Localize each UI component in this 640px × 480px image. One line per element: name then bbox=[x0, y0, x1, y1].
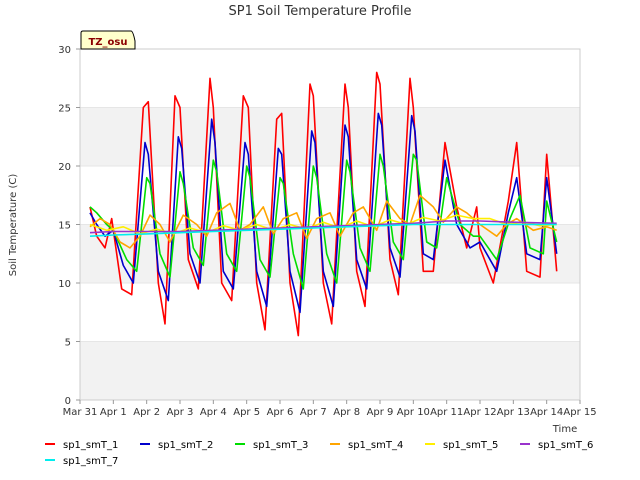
x-axis-label: Time bbox=[552, 424, 577, 435]
x-tick-label: Apr 7 bbox=[300, 407, 327, 418]
series-line-sp1_smT_2 bbox=[89, 112, 558, 314]
x-tick-label: Apr 14 bbox=[530, 407, 563, 418]
legend: sp1_smT_1 sp1_smT_2 sp1_smT_3 sp1_smT_4 sp1_… bbox=[45, 440, 593, 467]
x-tick-label: Apr 9 bbox=[367, 407, 394, 418]
y-axis-label: Soil Temperature (C) bbox=[8, 174, 19, 277]
legend-item-sp1_smT_7: sp1_smT_7 bbox=[45, 456, 118, 467]
series-line-sp1_smT_3 bbox=[89, 153, 558, 290]
series-layer bbox=[89, 71, 558, 337]
x-tick-label: Apr 4 bbox=[200, 407, 227, 418]
legend-label: sp1_smT_5 bbox=[443, 440, 498, 451]
series-line-sp1_smT_6 bbox=[89, 220, 557, 234]
x-tick-label: Apr 15 bbox=[563, 407, 596, 418]
legend-item-sp1_smT_5: sp1_smT_5 bbox=[425, 440, 498, 451]
x-tick-label: Apr 3 bbox=[167, 407, 194, 418]
x-tick-label: Mar 31 bbox=[63, 407, 98, 418]
y-tick-label: 0 bbox=[65, 396, 71, 407]
chart-title: SP1 Soil Temperature Profile bbox=[229, 4, 412, 19]
legend-item-sp1_smT_4: sp1_smT_4 bbox=[330, 440, 403, 451]
y-tick-label: 15 bbox=[58, 221, 71, 232]
x-tick-label: Apr 13 bbox=[497, 407, 530, 418]
legend-label: sp1_smT_3 bbox=[253, 440, 308, 451]
y-tick-label: 30 bbox=[58, 45, 71, 56]
grid-band bbox=[80, 341, 580, 400]
legend-item-sp1_smT_2: sp1_smT_2 bbox=[140, 440, 213, 451]
series-line-sp1_smT_1 bbox=[89, 71, 558, 337]
y-tick-label: 5 bbox=[65, 338, 71, 349]
site-badge-label: TZ_osu bbox=[88, 37, 127, 48]
legend-item-sp1_smT_3: sp1_smT_3 bbox=[235, 440, 308, 451]
y-tick-label: 20 bbox=[58, 162, 71, 173]
legend-label: sp1_smT_7 bbox=[63, 456, 118, 467]
legend-label: sp1_smT_6 bbox=[538, 440, 593, 451]
x-tick-label: Apr 2 bbox=[133, 407, 160, 418]
x-tick-label: Apr 6 bbox=[267, 407, 294, 418]
legend-label: sp1_smT_2 bbox=[158, 440, 213, 451]
legend-label: sp1_smT_1 bbox=[63, 440, 118, 451]
axes: 0 5 10 15 20 25 30 Mar 31 Apr 1 Apr 2 Apr 3 Apr 4 Ap… bbox=[58, 45, 596, 418]
x-tick-label: Apr 11 bbox=[430, 407, 463, 418]
legend-item-sp1_smT_6: sp1_smT_6 bbox=[520, 440, 593, 451]
site-badge: TZ_osu bbox=[80, 30, 136, 50]
legend-label: sp1_smT_4 bbox=[348, 440, 403, 451]
x-tick-label: Apr 10 bbox=[397, 407, 430, 418]
grid-band bbox=[80, 107, 580, 166]
y-tick-label: 10 bbox=[58, 279, 71, 290]
x-tick-label: Apr 8 bbox=[333, 407, 360, 418]
grid-band bbox=[80, 224, 580, 283]
x-tick-label: Apr 1 bbox=[100, 407, 127, 418]
x-tick-label: Apr 12 bbox=[463, 407, 496, 418]
y-tick-label: 25 bbox=[58, 104, 71, 115]
series-line-sp1_smT_7 bbox=[89, 223, 557, 237]
series-line-sp1_smT_5 bbox=[89, 214, 557, 235]
x-tick-label: Apr 5 bbox=[233, 407, 260, 418]
legend-item-sp1_smT_1: sp1_smT_1 bbox=[45, 440, 118, 451]
